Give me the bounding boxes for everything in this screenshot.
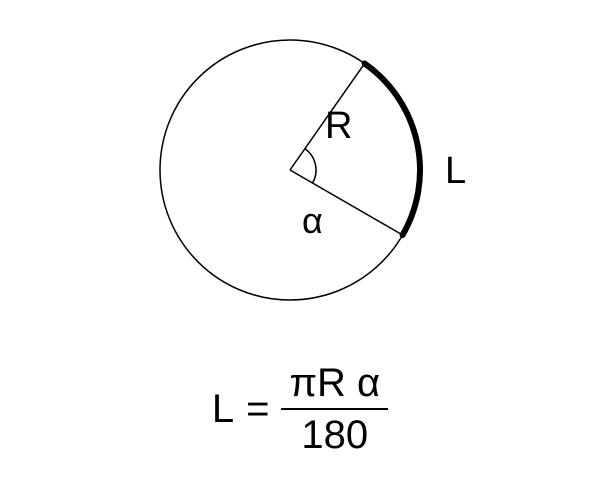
label-L: L [445,150,466,193]
label-R: R [325,105,352,148]
formula-fraction: πR α 180 [281,360,388,458]
diagram-svg [120,20,480,320]
formula-numerator: πR α [281,360,388,408]
arc-length-formula: L = πR α 180 [0,360,600,458]
formula-eq-sign: = [246,387,269,432]
formula-denominator: 180 [281,408,388,458]
label-alpha: α [302,200,323,242]
formula-lhs: L [212,387,234,432]
arc-length-diagram: R L α [120,20,480,320]
